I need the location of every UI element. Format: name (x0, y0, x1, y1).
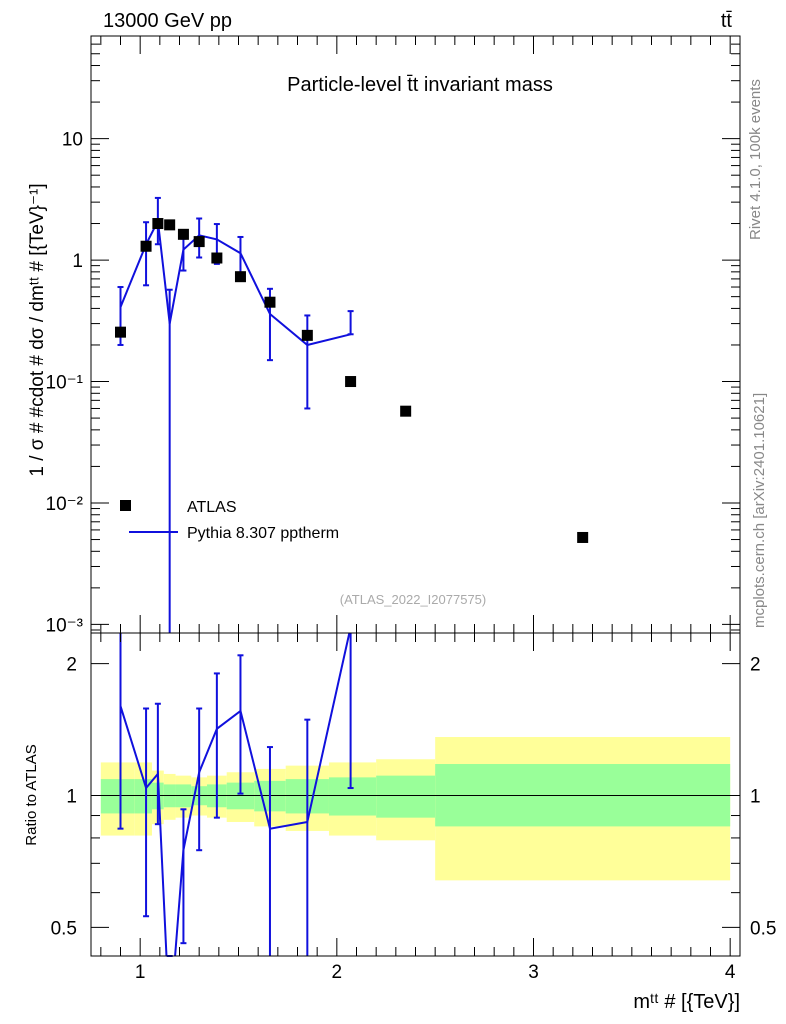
ratio-y-tick-label-left: 0.5 (51, 918, 77, 939)
analysis-id-label: (ATLAS_2022_I2077575) (340, 592, 486, 607)
main-chart-title: Particle-level t̄t invariant mass (287, 74, 553, 96)
legend: ATLAS Pythia 8.307 pptherm (120, 499, 339, 542)
ratio-axis-ticks (91, 633, 740, 956)
atlas-data-point (177, 228, 189, 240)
ratio-curve (119, 633, 351, 956)
ratio-y-axis-label: Ratio to ATLAS (23, 744, 40, 845)
atlas-data-point (211, 252, 223, 264)
x-tick-label: 2 (332, 962, 343, 983)
ratio-y-tick-label-right: 0.5 (750, 918, 776, 939)
ratio-y-tick-label-right: 1 (750, 786, 761, 807)
main-y-tick-label: 10⁻² (46, 494, 84, 515)
x-tick-label: 3 (528, 962, 539, 983)
atlas-data-point (345, 376, 357, 388)
legend-atlas-marker (120, 500, 131, 511)
rivet-version-label: Rivet 4.1.0, 100k events (747, 79, 764, 240)
ratio-y-tick-label-left: 1 (66, 786, 77, 807)
legend-pythia-label: Pythia 8.307 pptherm (187, 525, 339, 542)
main-y-tick-labels: 10⁻³ 10⁻² 10⁻¹ 1 10 (46, 130, 84, 637)
ratio-inner-band (100, 779, 135, 814)
main-y-tick-label: 1 (72, 251, 83, 272)
atlas-data-point (164, 219, 176, 231)
atlas-data-point (577, 531, 589, 543)
ratio-tick-labels: 0.5 0.5 1 1 2 2 1 2 3 4 (51, 655, 777, 983)
main-y-axis-label: 1 / σ # #cdot # dσ / dmᵗᵗ # [{TeV}⁻¹] (27, 183, 48, 476)
header-energy-label: 13000 GeV pp (103, 10, 232, 32)
main-y-tick-label: 10 (62, 130, 83, 151)
x-tick-label: 4 (725, 962, 736, 983)
header-process-label: tt̄ (721, 10, 733, 32)
atlas-data-point (234, 271, 246, 283)
main-axis-ticks (91, 35, 740, 633)
ratio-y-tick-label-left: 2 (66, 655, 77, 676)
atlas-data-point (264, 296, 276, 308)
mcplots-label: mcplots.cern.ch [arXiv:2401.10621] (751, 393, 768, 628)
ratio-y-tick-label-right: 2 (750, 655, 761, 676)
atlas-data-point (193, 236, 205, 248)
ratio-frame (90, 632, 741, 957)
x-axis-label: mᵗᵗ # [{TeV}] (633, 991, 740, 1013)
ratio-data-layer (117, 633, 354, 957)
atlas-data-point (400, 405, 412, 417)
atlas-data-point (152, 218, 164, 230)
main-y-tick-label: 10⁻¹ (46, 373, 84, 394)
x-tick-label: 1 (135, 962, 146, 983)
ratio-inner-band (328, 777, 377, 816)
legend-atlas-label: ATLAS (187, 499, 237, 516)
ratio-panel: 0.5 0.5 1 1 2 2 1 2 3 4 Ratio to ATLAS mᵗᵗ # [{Te… (23, 632, 777, 1013)
atlas-data-point (301, 329, 313, 341)
main-panel: 10⁻³ 10⁻² 10⁻¹ 1 10 Particle-level t̄t invar… (27, 35, 741, 637)
ratio-inner-band (376, 775, 436, 818)
atlas-data-point (115, 326, 126, 338)
main-y-tick-label: 10⁻³ (46, 615, 84, 636)
atlas-data-point (140, 240, 152, 252)
main-data-layer (115, 196, 589, 633)
